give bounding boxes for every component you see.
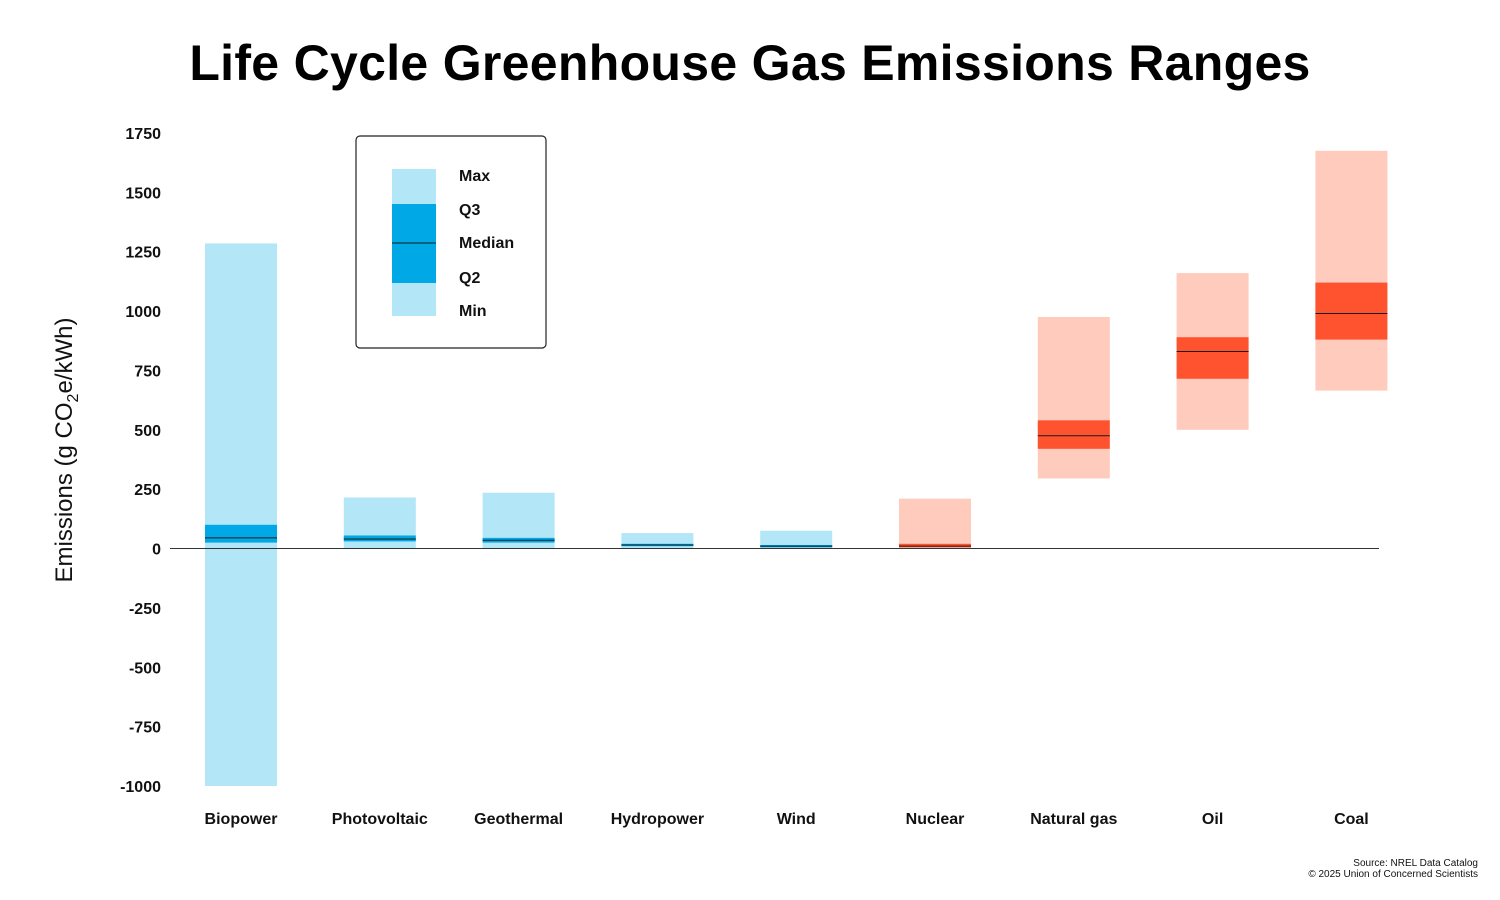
y-tick-label: 0: [152, 542, 161, 559]
iqr-bar: [1315, 282, 1388, 340]
box-biopower: [205, 243, 277, 786]
iqr-bar: [1037, 420, 1110, 449]
box-hydropower: [621, 533, 694, 549]
y-tick-label: 250: [134, 482, 161, 499]
y-tick-label: 1000: [125, 304, 161, 321]
y-tick-label: -500: [129, 660, 161, 677]
iqr-bar: [899, 543, 971, 548]
range-bar: [205, 243, 277, 786]
source-credit: Source: NREL Data Catalog © 2025 Union o…: [1308, 858, 1478, 880]
y-tick-label: -250: [129, 601, 161, 618]
y-tick-label: 1250: [125, 245, 161, 262]
box-natural-gas: [1037, 317, 1110, 479]
y-tick-label: -1000: [120, 779, 161, 796]
y-tick-label: 500: [134, 423, 161, 440]
legend-q2-label: Q2: [459, 270, 480, 287]
y-tick-label: -750: [129, 720, 161, 737]
range-bar: [760, 530, 833, 549]
x-axis-labels: Biopower Photovoltaic Geothermal Hydropower…: [205, 811, 1369, 828]
iqr-bar: [1176, 337, 1249, 379]
x-category-label: Nuclear: [906, 811, 965, 828]
box-photovoltaic: [343, 497, 416, 549]
x-category-label: Biopower: [205, 811, 278, 828]
x-category-label: Wind: [777, 811, 816, 828]
box-series: [205, 150, 1388, 786]
iqr-bar: [205, 524, 277, 543]
range-bar: [899, 498, 971, 549]
legend-q3-label: Q3: [459, 202, 480, 219]
legend: Max Q3 Median Q2 Min: [355, 135, 547, 349]
legend-frame: [355, 135, 547, 349]
range-bar: [1037, 317, 1110, 479]
y-tick-label: 1500: [125, 185, 161, 202]
box-oil: [1176, 273, 1249, 430]
box-wind: [760, 530, 833, 549]
x-category-label: Coal: [1334, 811, 1369, 828]
range-bar: [1315, 150, 1388, 391]
range-bar: [621, 533, 694, 549]
x-category-label: Photovoltaic: [332, 811, 428, 828]
box-coal: [1315, 150, 1388, 391]
x-category-label: Natural gas: [1030, 811, 1117, 828]
x-category-label: Oil: [1202, 811, 1223, 828]
y-tick-label: 1750: [125, 126, 161, 143]
legend-median-label: Median: [459, 235, 514, 252]
source-line: Source: NREL Data Catalog: [1353, 858, 1478, 869]
chart-title: Life Cycle Greenhouse Gas Emissions Rang…: [189, 35, 1311, 91]
y-axis-label: Emissions (g CO2e/kWh): [51, 318, 82, 583]
y-axis-ticks: 1750 1500 1250 1000 750 500 250 0 -250 -500 -750 -1…: [120, 126, 161, 796]
x-category-label: Hydropower: [611, 811, 704, 828]
legend-min-label: Min: [459, 303, 487, 320]
x-category-label: Geothermal: [474, 811, 563, 828]
y-tick-label: 750: [134, 363, 161, 380]
box-nuclear: [899, 498, 971, 549]
box-geothermal: [482, 492, 555, 549]
copyright-line: © 2025 Union of Concerned Scientists: [1308, 869, 1478, 880]
legend-max-label: Max: [459, 168, 490, 185]
iqr-bar: [343, 535, 416, 542]
